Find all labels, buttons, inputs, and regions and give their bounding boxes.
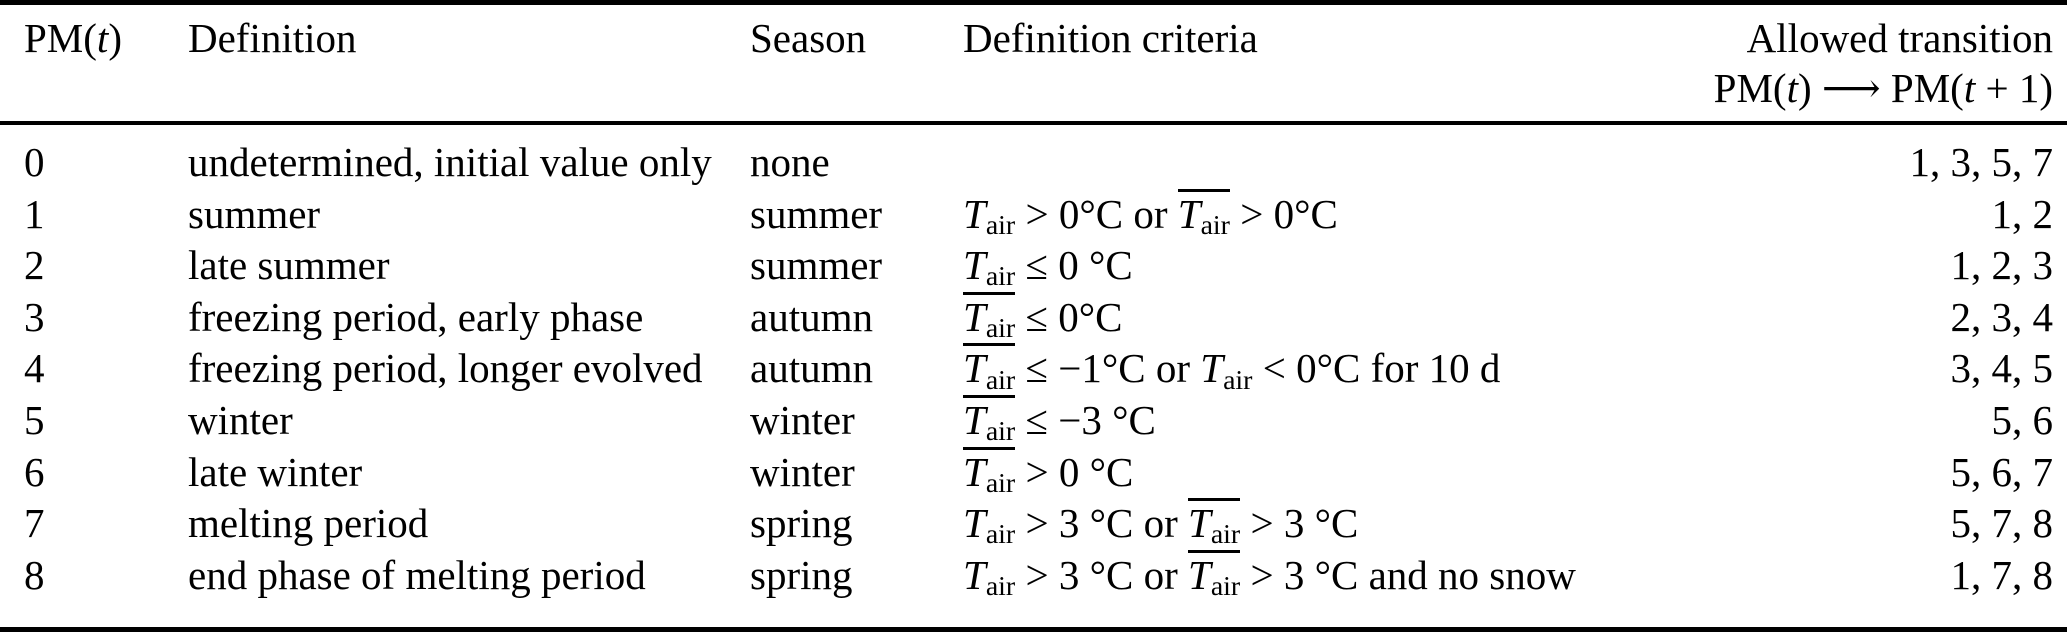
header-allowed-transition: Allowed transition [1746, 15, 2053, 61]
pm-cell: 7 [24, 500, 45, 547]
air-temperature-symbol: Tair [963, 551, 1016, 602]
definition-cell: freezing period, longer evolved [188, 345, 703, 392]
table-row: 5 winter winter Tair ≤ −3 °C 5, 6 [0, 394, 2067, 448]
pm-cell: 5 [24, 396, 45, 443]
air-temperature-symbol: Tair [963, 190, 1016, 241]
pm-cell: 1 [24, 190, 45, 237]
table-header-rule [0, 121, 2067, 125]
pm-cell: 4 [24, 345, 45, 392]
definition-cell: late summer [188, 242, 390, 289]
definition-cell: end phase of melting period [188, 551, 646, 598]
criteria-cell: Tair ≤ −1°C or Tair < 0°C for 10 d [963, 343, 1501, 396]
season-cell: spring [750, 500, 853, 547]
air-temperature-symbol: Tair [963, 500, 1016, 551]
season-cell: none [750, 139, 830, 185]
season-cell: winter [750, 448, 855, 495]
pm-cell: 2 [24, 242, 45, 289]
criteria-cell: Tair > 3 °C or Tair > 3 °C [963, 498, 1359, 551]
criteria-cell: Tair > 3 °C or Tair > 3 °C and no snow [963, 549, 1576, 602]
table-row: 0 undetermined, initial value only none 1, … [0, 137, 2067, 189]
season-cell: autumn [750, 345, 873, 392]
header-transition-formula: PM(t) ⟶ PM(t + 1) [1713, 65, 2053, 111]
table-row: 1 summer summer Tair > 0°C or Tair > 0°C 1, … [0, 188, 2067, 241]
table-row: 2 late summer summer Tair ≤ 0 °C 1, 2, 3 [0, 240, 2067, 292]
mean-air-temperature-symbol: Tair [1177, 188, 1230, 241]
air-temperature-symbol: Tair [1200, 345, 1253, 396]
header-season: Season [750, 15, 867, 61]
table-bottom-rule [0, 627, 2067, 632]
criteria-cell: Tair > 0°C or Tair > 0°C [963, 188, 1338, 241]
pm-cell: 3 [24, 293, 45, 340]
pm-cell: 8 [24, 551, 45, 598]
mean-air-temperature-symbol: Tair [963, 446, 1016, 499]
transition-cell: 3, 4, 5 [1950, 345, 2054, 392]
table-row: 3 freezing period, early phase autumn Tair … [0, 291, 2067, 344]
header-pm: PM(t) [24, 15, 122, 61]
transition-cell: 1, 2, 3 [1950, 242, 2054, 289]
table-row: 7 melting period spring Tair > 3 °C or Tair… [0, 498, 2067, 550]
table-header: PM(t) Definition Season Definition crite… [0, 5, 2067, 113]
season-cell: summer [750, 190, 883, 237]
mean-air-temperature-symbol: Tair [1188, 549, 1241, 602]
transition-cell: 2, 3, 4 [1950, 293, 2054, 340]
definition-cell: summer [188, 190, 321, 237]
mean-air-temperature-symbol: Tair [963, 394, 1016, 448]
header-definition-criteria: Definition criteria [963, 15, 1258, 61]
season-cell: winter [750, 396, 855, 443]
criteria-cell: Tair ≤ 0 °C [963, 242, 1133, 293]
transition-cell: 1, 3, 5, 7 [1909, 139, 2054, 185]
definition-cell: late winter [188, 448, 363, 495]
transition-cell: 5, 7, 8 [1950, 500, 2054, 547]
transition-cell: 1, 7, 8 [1950, 551, 2054, 598]
definition-cell: freezing period, early phase [188, 293, 644, 340]
pm-cell: 0 [24, 139, 45, 185]
transition-cell: 5, 6 [1991, 396, 2054, 443]
season-cell: summer [750, 242, 883, 289]
criteria-cell: Tair ≤ 0°C [963, 291, 1123, 344]
air-temperature-symbol: Tair [963, 242, 1016, 293]
table-top-rule [0, 0, 2067, 5]
criteria-cell [963, 137, 1701, 189]
mean-air-temperature-symbol: Tair [963, 291, 1016, 344]
mean-air-temperature-symbol: Tair [963, 343, 1016, 396]
mean-air-temperature-symbol: Tair [1188, 498, 1241, 551]
definition-cell: winter [188, 396, 293, 443]
transition-cell: 1, 2 [1991, 190, 2054, 237]
header-definition: Definition [188, 15, 357, 61]
definition-cell: undetermined, initial value only [188, 139, 712, 185]
table-row: 6 late winter winter Tair > 0 °C 5, 6, 7 [0, 446, 2067, 499]
table-body: 0 undetermined, initial value only none 1, … [0, 125, 2067, 601]
pm-cell: 6 [24, 448, 45, 495]
criteria-cell: Tair > 0 °C [963, 446, 1134, 499]
table-row: 4 freezing period, longer evolved autumn Ta… [0, 343, 2067, 395]
season-cell: autumn [750, 293, 873, 340]
criteria-cell: Tair ≤ −3 °C [963, 394, 1156, 448]
definition-cell: melting period [188, 500, 429, 547]
season-cell: spring [750, 551, 853, 598]
transition-cell: 5, 6, 7 [1950, 448, 2054, 495]
table-row: 8 end phase of melting period spring Tair >… [0, 549, 2067, 602]
